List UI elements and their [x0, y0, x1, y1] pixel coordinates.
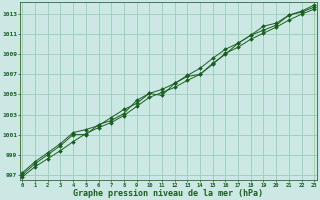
X-axis label: Graphe pression niveau de la mer (hPa): Graphe pression niveau de la mer (hPa)	[73, 189, 263, 198]
